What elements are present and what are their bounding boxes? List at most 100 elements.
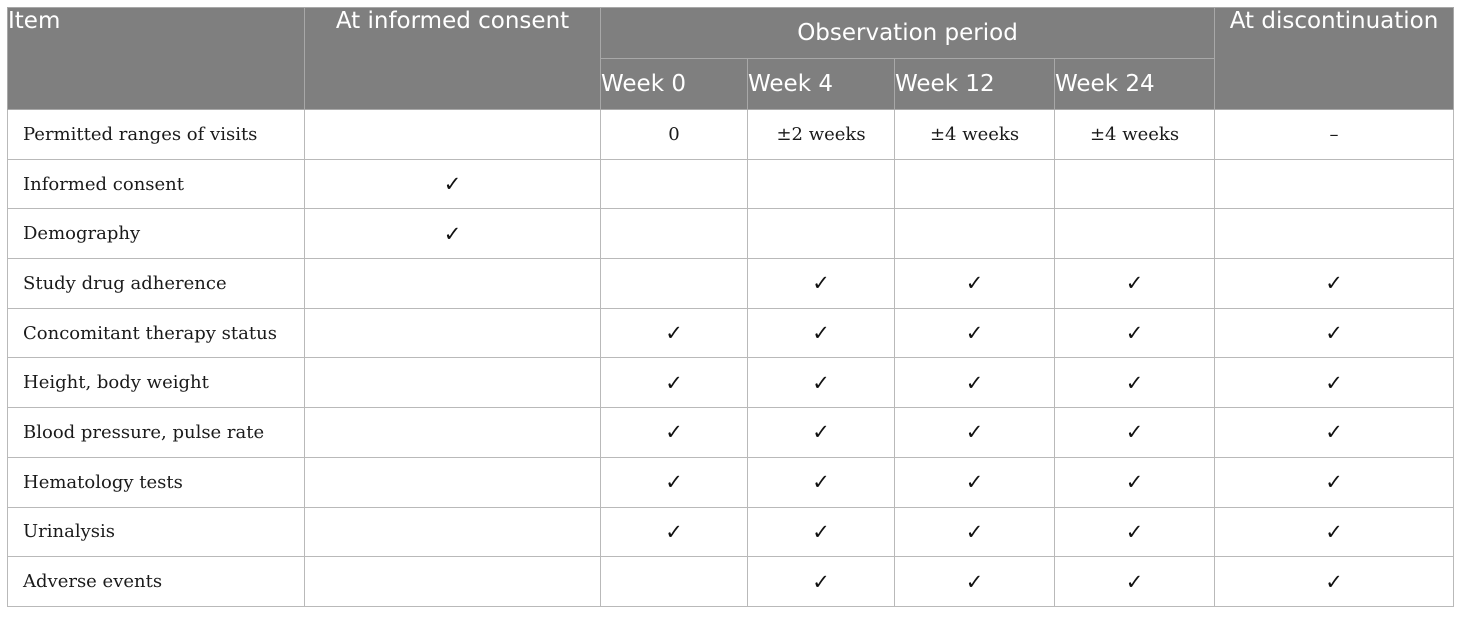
check-icon: ✓ bbox=[1125, 370, 1144, 395]
item-cell: Concomitant therapy status bbox=[7, 307, 305, 359]
consent-cell bbox=[304, 506, 601, 558]
week-24-cell: ✓ bbox=[1053, 407, 1216, 458]
check-icon: ✓ bbox=[1125, 470, 1144, 495]
week-24-cell: ✓ bbox=[1053, 556, 1216, 607]
item-cell: Informed consent bbox=[7, 158, 305, 210]
week-24-cell: ✓ bbox=[1053, 357, 1216, 409]
table-row: Blood pressure, pulse rate ✓ ✓ ✓ ✓ ✓ bbox=[7, 407, 1455, 458]
week-4-cell bbox=[747, 208, 895, 260]
check-icon: ✓ bbox=[812, 271, 830, 296]
header-item: Item bbox=[7, 7, 305, 110]
check-icon: ✓ bbox=[665, 470, 683, 495]
week-4-cell: ✓ bbox=[747, 357, 895, 409]
check-icon: ✓ bbox=[1125, 271, 1144, 296]
check-icon: ✓ bbox=[965, 321, 984, 346]
table-row: Informed consent ✓ bbox=[7, 158, 1455, 210]
discontinuation-cell: ✓ bbox=[1214, 307, 1455, 359]
week-0-cell: ✓ bbox=[600, 456, 748, 508]
consent-cell bbox=[304, 109, 601, 160]
item-cell: Permitted ranges of visits bbox=[7, 109, 305, 160]
table-row: Concomitant therapy status ✓ ✓ ✓ ✓ ✓ bbox=[7, 307, 1455, 359]
consent-cell bbox=[304, 556, 601, 607]
week-12-cell: ±4 weeks bbox=[894, 109, 1055, 160]
check-icon: ✓ bbox=[665, 519, 683, 544]
check-icon: ✓ bbox=[443, 221, 462, 246]
week-12-cell: ✓ bbox=[894, 407, 1055, 458]
item-cell: Study drug adherence bbox=[7, 258, 305, 309]
table-row: Permitted ranges of visits 0 ±2 weeks ±4 we… bbox=[7, 109, 1455, 160]
discontinuation-cell: ✓ bbox=[1214, 357, 1455, 409]
item-cell: Hematology tests bbox=[7, 456, 305, 508]
check-icon: ✓ bbox=[965, 470, 984, 495]
week-12-cell: ✓ bbox=[894, 456, 1055, 508]
discontinuation-cell: ✓ bbox=[1214, 407, 1455, 458]
week-4-cell: ✓ bbox=[747, 556, 895, 607]
check-icon: ✓ bbox=[812, 420, 830, 445]
table-row: Demography ✓ bbox=[7, 208, 1455, 260]
week-4-cell: ✓ bbox=[747, 307, 895, 359]
table-row: Hematology tests ✓ ✓ ✓ ✓ ✓ bbox=[7, 456, 1455, 508]
consent-cell bbox=[304, 258, 601, 309]
week-4-cell: ✓ bbox=[747, 456, 895, 508]
week-0-cell: ✓ bbox=[600, 307, 748, 359]
table-body: Permitted ranges of visits 0 ±2 weeks ±4 we… bbox=[7, 109, 1455, 607]
week-12-cell: ✓ bbox=[894, 357, 1055, 409]
item-cell: Demography bbox=[7, 208, 305, 260]
check-icon: ✓ bbox=[1325, 420, 1343, 445]
check-icon: ✓ bbox=[1125, 569, 1144, 594]
check-icon: ✓ bbox=[443, 172, 462, 197]
week-24-cell: ✓ bbox=[1053, 506, 1216, 558]
check-icon: ✓ bbox=[1325, 470, 1343, 495]
check-icon: ✓ bbox=[665, 420, 683, 445]
week-0-cell: ✓ bbox=[600, 357, 748, 409]
check-icon: ✓ bbox=[965, 519, 984, 544]
week-0-cell bbox=[600, 158, 748, 210]
week-24-cell: ✓ bbox=[1053, 258, 1216, 309]
check-icon: ✓ bbox=[812, 470, 830, 495]
consent-cell: ✓ bbox=[304, 208, 601, 260]
discontinuation-cell: ✓ bbox=[1214, 258, 1455, 309]
check-icon: ✓ bbox=[1325, 370, 1343, 395]
week-4-cell: ✓ bbox=[747, 407, 895, 458]
week-4-cell: ✓ bbox=[747, 258, 895, 309]
week-0-cell bbox=[600, 556, 748, 607]
check-icon: ✓ bbox=[812, 370, 830, 395]
week-4-cell bbox=[747, 158, 895, 210]
week-12-cell bbox=[894, 208, 1055, 260]
week-12-cell: ✓ bbox=[894, 258, 1055, 309]
discontinuation-cell: ✓ bbox=[1214, 456, 1455, 508]
header-discontinuation: At discontinuation bbox=[1214, 7, 1455, 110]
week-4-cell: ✓ bbox=[747, 506, 895, 558]
table-row: Adverse events ✓ ✓ ✓ ✓ bbox=[7, 556, 1455, 607]
check-icon: ✓ bbox=[812, 321, 830, 346]
check-icon: ✓ bbox=[965, 569, 984, 594]
discontinuation-cell: ✓ bbox=[1214, 506, 1455, 558]
check-icon: ✓ bbox=[965, 420, 984, 445]
check-icon: ✓ bbox=[965, 370, 984, 395]
week-24-cell: ✓ bbox=[1053, 307, 1216, 359]
check-icon: ✓ bbox=[1125, 321, 1144, 346]
check-icon: ✓ bbox=[1125, 420, 1144, 445]
header-observation-period: Observation period bbox=[599, 7, 1216, 59]
check-icon: ✓ bbox=[1325, 271, 1343, 296]
week-12-cell: ✓ bbox=[894, 307, 1055, 359]
item-cell: Adverse events bbox=[7, 556, 305, 607]
check-icon: ✓ bbox=[812, 519, 830, 544]
consent-cell bbox=[304, 456, 601, 508]
item-cell: Blood pressure, pulse rate bbox=[7, 407, 305, 458]
header-week-24: Week 24 bbox=[1053, 58, 1216, 110]
consent-cell bbox=[304, 357, 601, 409]
check-icon: ✓ bbox=[665, 321, 683, 346]
consent-cell: ✓ bbox=[304, 158, 601, 210]
check-icon: ✓ bbox=[1325, 321, 1343, 346]
discontinuation-cell bbox=[1214, 208, 1455, 260]
item-cell: Height, body weight bbox=[7, 357, 305, 409]
check-icon: ✓ bbox=[1125, 519, 1144, 544]
check-icon: ✓ bbox=[1325, 519, 1343, 544]
week-0-cell: ✓ bbox=[600, 506, 748, 558]
week-12-cell: ✓ bbox=[894, 556, 1055, 607]
check-icon: ✓ bbox=[812, 569, 830, 594]
week-0-cell: 0 bbox=[600, 109, 748, 160]
check-icon: ✓ bbox=[665, 370, 683, 395]
week-24-cell: ✓ bbox=[1053, 456, 1216, 508]
